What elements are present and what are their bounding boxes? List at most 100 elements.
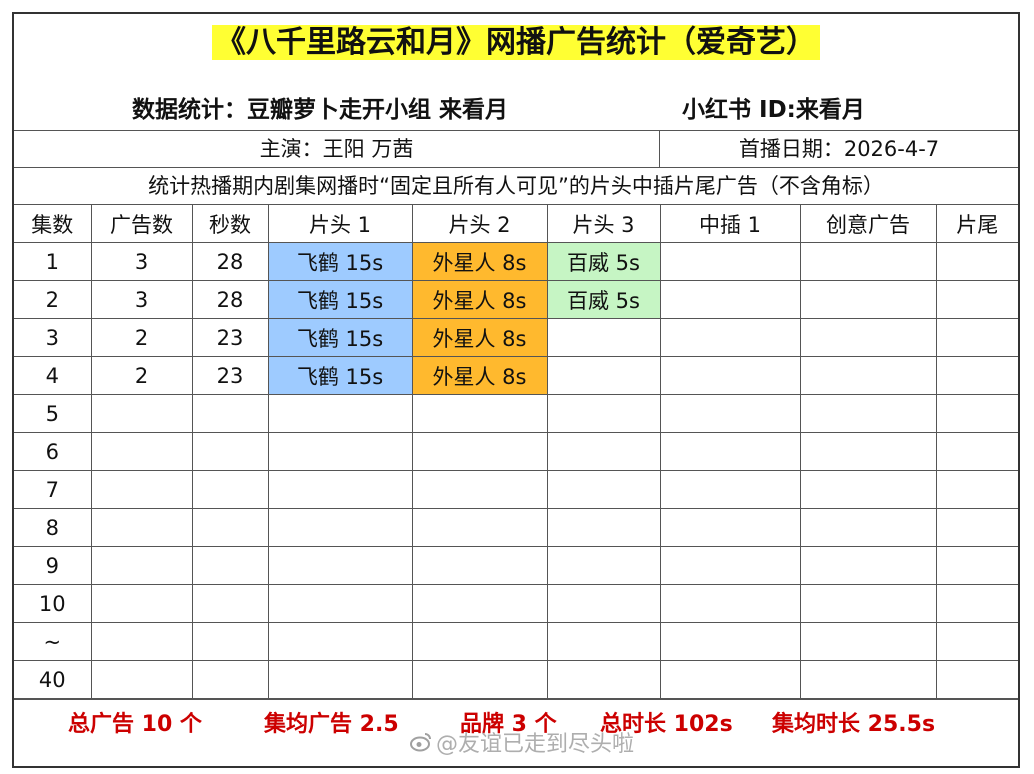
cell-seconds: 28 xyxy=(191,242,269,281)
cell-opening-2 xyxy=(411,546,548,585)
cell-episode: 40 xyxy=(14,660,92,699)
cell-episode: 3 xyxy=(14,318,92,357)
cell-opening-3 xyxy=(546,660,661,699)
cell-creative-ad xyxy=(799,318,937,357)
cell-opening-2: 外星人 8s xyxy=(411,356,548,395)
cell-episode: 10 xyxy=(14,584,92,623)
cell-seconds xyxy=(191,470,269,509)
cell-episode: 9 xyxy=(14,546,92,585)
cell-creative-ad xyxy=(799,546,937,585)
cell-ad-count: 3 xyxy=(90,242,193,281)
cell-opening-3 xyxy=(546,356,661,395)
cell-seconds xyxy=(191,432,269,471)
cell-ad-count xyxy=(90,394,193,433)
cast-info: 主演：王阳 万茜 xyxy=(14,131,660,167)
cell-episode: 8 xyxy=(14,508,92,547)
weibo-icon xyxy=(410,731,432,753)
cell-opening-2 xyxy=(411,508,548,547)
average-duration: 集均时长 25.5s xyxy=(772,712,936,737)
cell-seconds xyxy=(191,622,269,661)
cell-ad-count xyxy=(90,508,193,547)
cell-opening-3 xyxy=(546,432,661,471)
cell-opening-1: 飞鹤 15s xyxy=(267,242,413,281)
cell-ending xyxy=(935,660,1018,699)
title-text: 《八千里路云和月》网播广告统计（爱奇艺） xyxy=(212,25,820,60)
cell-opening-3 xyxy=(546,318,661,357)
cell-seconds xyxy=(191,660,269,699)
cell-ending xyxy=(935,622,1018,661)
total-duration: 总时长 102s xyxy=(600,712,733,737)
cell-seconds xyxy=(191,508,269,547)
cell-opening-2: 外星人 8s xyxy=(411,242,548,281)
cell-ending xyxy=(935,356,1018,395)
cell-mid-roll-1 xyxy=(659,318,801,357)
info-row: 主演：王阳 万茜 首播日期：2026-4-7 xyxy=(14,130,1018,167)
cell-opening-1 xyxy=(267,508,413,547)
title-row: 《八千里路云和月》网播广告统计（爱奇艺） xyxy=(14,14,1018,82)
cell-ending xyxy=(935,280,1018,319)
cell-opening-3 xyxy=(546,508,661,547)
cell-opening-1: 飞鹤 15s xyxy=(267,318,413,357)
cell-mid-roll-1 xyxy=(659,660,801,699)
cell-opening-2 xyxy=(411,432,548,471)
header-episode: 集数 xyxy=(14,204,92,243)
cell-opening-3: 百威 5s xyxy=(546,280,661,319)
cell-opening-1 xyxy=(267,546,413,585)
cell-ad-count: 2 xyxy=(90,356,193,395)
cell-ending xyxy=(935,394,1018,433)
statistics-sheet: 《八千里路云和月》网播广告统计（爱奇艺） 数据统计：豆瓣萝卜走开小组 来看月 小… xyxy=(12,12,1020,768)
cell-ad-count xyxy=(90,660,193,699)
cell-ending xyxy=(935,242,1018,281)
weibo-watermark: @友谊已走到尽头啦 xyxy=(410,726,634,758)
cell-seconds: 28 xyxy=(191,280,269,319)
cell-opening-3 xyxy=(546,622,661,661)
premiere-date: 首播日期：2026-4-7 xyxy=(738,137,940,161)
table-header-row: 集数 广告数 秒数 片头 1 片头 2 片头 3 中插 1 创意广告 片尾 xyxy=(14,204,1018,243)
cell-seconds xyxy=(191,546,269,585)
table-row: ~ xyxy=(14,622,1018,661)
brand-count: 品牌 3 个 xyxy=(460,712,557,737)
average-ads: 集均广告 2.5 xyxy=(264,712,399,737)
cell-opening-3 xyxy=(546,394,661,433)
cell-mid-roll-1 xyxy=(659,242,801,281)
cell-creative-ad xyxy=(799,584,937,623)
cell-creative-ad xyxy=(799,242,937,281)
cell-ad-count xyxy=(90,432,193,471)
table-row: 1 3 28 飞鹤 15s 外星人 8s 百威 5s xyxy=(14,242,1018,281)
cell-ad-count xyxy=(90,546,193,585)
cell-ad-count xyxy=(90,622,193,661)
table-body: 1 3 28 飞鹤 15s 外星人 8s 百威 5s 2 3 28 飞鹤 15s 外星人 8s 百威 … xyxy=(14,242,1018,699)
total-ads: 总广告 10 个 xyxy=(68,712,202,737)
table-row: 7 xyxy=(14,470,1018,509)
cell-ad-count: 3 xyxy=(90,280,193,319)
table-row: 5 xyxy=(14,394,1018,433)
cell-mid-roll-1 xyxy=(659,508,801,547)
cell-seconds xyxy=(191,584,269,623)
table-row: 8 xyxy=(14,508,1018,547)
cell-opening-2 xyxy=(411,622,548,661)
table-row: 4 2 23 飞鹤 15s 外星人 8s xyxy=(14,356,1018,395)
cell-ending xyxy=(935,470,1018,509)
cell-ending xyxy=(935,432,1018,471)
table-row: 2 3 28 飞鹤 15s 外星人 8s 百威 5s xyxy=(14,280,1018,319)
cell-seconds: 23 xyxy=(191,318,269,357)
cell-mid-roll-1 xyxy=(659,280,801,319)
data-source-credit: 数据统计：豆瓣萝卜走开小组 来看月 xyxy=(132,97,509,123)
table-row: 40 xyxy=(14,660,1018,699)
header-mid-roll-1: 中插 1 xyxy=(659,204,801,243)
header-ending: 片尾 xyxy=(935,204,1018,243)
cell-opening-1 xyxy=(267,432,413,471)
subtitle-row: 数据统计：豆瓣萝卜走开小组 来看月 小红书 ID:来看月 xyxy=(14,82,1018,130)
cell-opening-1: 飞鹤 15s xyxy=(267,280,413,319)
cell-opening-1 xyxy=(267,394,413,433)
cell-mid-roll-1 xyxy=(659,356,801,395)
cell-opening-3 xyxy=(546,470,661,509)
cell-ad-count xyxy=(90,584,193,623)
cell-opening-2 xyxy=(411,470,548,509)
table-row: 9 xyxy=(14,546,1018,585)
cell-opening-2: 外星人 8s xyxy=(411,318,548,357)
cell-creative-ad xyxy=(799,394,937,433)
cell-ending xyxy=(935,318,1018,357)
cell-episode: 7 xyxy=(14,470,92,509)
cell-opening-1: 飞鹤 15s xyxy=(267,356,413,395)
